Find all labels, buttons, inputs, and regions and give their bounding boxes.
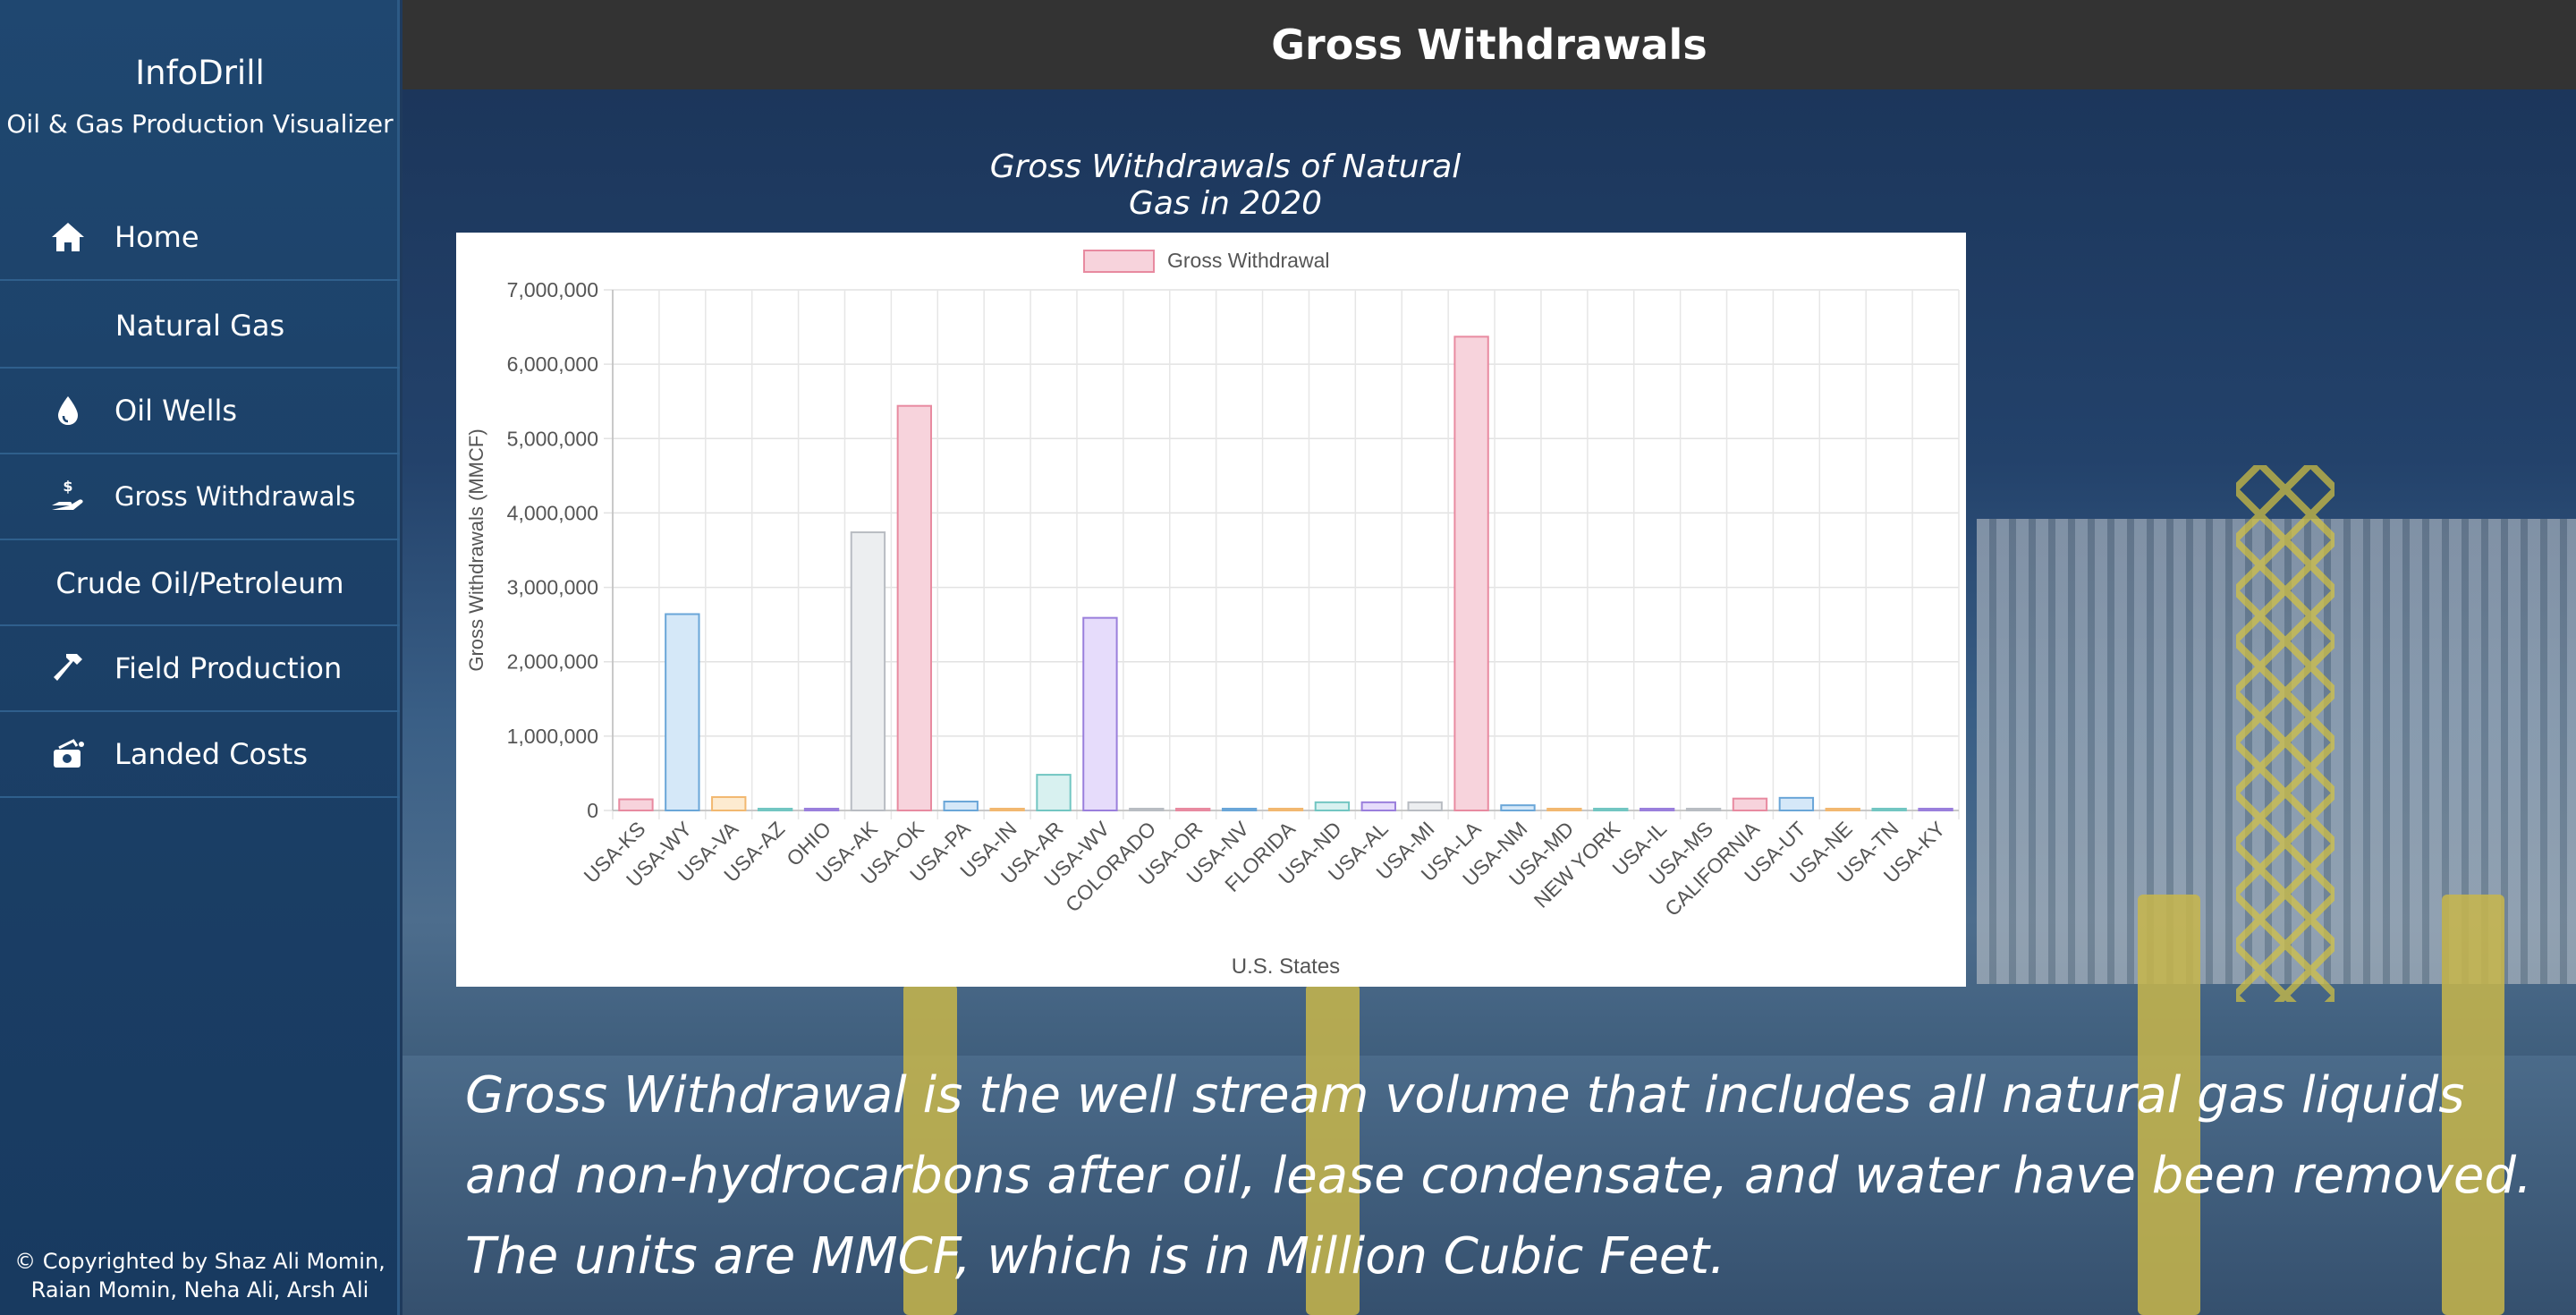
cash-icon xyxy=(50,736,86,772)
svg-text:$: $ xyxy=(63,479,72,495)
chart-bar xyxy=(1314,801,1351,812)
y-tick-label: 2,000,000 xyxy=(507,650,598,674)
chart-bar xyxy=(1082,616,1118,811)
background-sea xyxy=(402,1056,2576,1315)
chart-bar xyxy=(1221,808,1258,811)
chart-bar xyxy=(989,808,1025,811)
chart-bar xyxy=(1407,801,1443,812)
header-bar: Gross Withdrawals xyxy=(402,0,2576,89)
sidebar-item-label: Field Production xyxy=(114,651,343,685)
chart-heading: Gross Withdrawals of Natural Gas in 2020 xyxy=(989,148,1462,222)
chart-bar xyxy=(1360,801,1396,812)
chart-bar xyxy=(1546,808,1582,811)
sidebar-item-gross-withdrawals[interactable]: $ Gross Withdrawals xyxy=(0,454,400,540)
chart-svg: 0 1,000,000 2,000,000 3,000,000 4,000,000 5,0… xyxy=(465,249,1960,979)
y-tick-label: 6,000,000 xyxy=(507,352,598,376)
sidebar-item-label: Oil Wells xyxy=(114,394,238,428)
chart-bar xyxy=(850,531,886,811)
y-tick-label: 7,000,000 xyxy=(507,278,598,301)
chart-bar xyxy=(1593,808,1629,811)
y-tick-label: 1,000,000 xyxy=(507,725,598,748)
sidebar-item-label: Landed Costs xyxy=(114,737,309,771)
brand-subtitle: Oil & Gas Production Visualizer xyxy=(6,109,394,139)
bar-chart[interactable]: 0 1,000,000 2,000,000 3,000,000 4,000,000 5,0… xyxy=(456,233,1966,987)
main-content: Gross Withdrawals Gross Withdrawals of N… xyxy=(402,0,2576,1315)
hammer-icon xyxy=(50,650,86,686)
chart-bar xyxy=(1500,804,1536,811)
background-rig-leg xyxy=(2138,895,2200,1315)
chart-bar xyxy=(757,808,793,811)
chart-bar xyxy=(1871,808,1907,811)
background-crane xyxy=(2236,465,2334,1002)
sidebar-item-landed-costs[interactable]: Landed Costs xyxy=(0,712,400,798)
sidebar-section-natural-gas: Natural Gas xyxy=(0,283,400,369)
chart-bar xyxy=(1825,808,1860,811)
y-tick-label: 5,000,000 xyxy=(507,427,598,450)
page-title: Gross Withdrawals xyxy=(1271,21,1707,69)
background-rig-leg xyxy=(1306,984,1360,1315)
droplet-icon xyxy=(50,393,86,428)
sidebar-section-crude-oil: Crude Oil/Petroleum xyxy=(0,540,400,626)
chart-bar xyxy=(618,798,654,811)
chart-bar xyxy=(943,801,979,811)
sidebar: InfoDrill Oil & Gas Production Visualize… xyxy=(0,0,400,1315)
chart-bar xyxy=(711,796,747,812)
chart-bar xyxy=(1918,808,1953,811)
background-rig-leg xyxy=(903,984,957,1315)
description-text: Gross Withdrawal is the well stream volu… xyxy=(465,1066,2532,1285)
chart-bar xyxy=(896,404,933,811)
legend-label: Gross Withdrawal xyxy=(1167,249,1329,272)
chart-bar xyxy=(1732,797,1768,812)
legend-swatch xyxy=(1083,250,1155,273)
chart-bar xyxy=(1778,796,1815,812)
copyright-text: © Copyrighted by Shaz Ali Momin, Raian M… xyxy=(14,1249,386,1302)
home-icon xyxy=(50,219,86,255)
chart-bar xyxy=(1453,335,1489,811)
sidebar-item-home[interactable]: Home xyxy=(0,195,400,281)
sidebar-item-field-production[interactable]: Field Production xyxy=(0,626,400,712)
y-tick-label: 3,000,000 xyxy=(507,576,598,599)
background-rig-leg xyxy=(2442,895,2504,1315)
hand-dollar-icon: $ xyxy=(50,479,86,514)
sidebar-item-label: Gross Withdrawals xyxy=(114,481,356,512)
y-tick-label: 0 xyxy=(587,799,598,822)
sidebar-item-oil-wells[interactable]: Oil Wells xyxy=(0,369,400,454)
chart-bar xyxy=(1267,808,1304,811)
chart-bar xyxy=(1175,808,1211,811)
chart-bar xyxy=(1036,774,1072,812)
chart-bar xyxy=(1639,808,1675,811)
x-axis-title: U.S. States xyxy=(1232,954,1340,979)
brand-title[interactable]: InfoDrill xyxy=(135,54,265,92)
y-axis-title: Gross Withdrawals (MMCF) xyxy=(465,428,487,671)
sidebar-item-label: Home xyxy=(114,220,199,254)
chart-bar xyxy=(665,613,700,812)
chart-bar xyxy=(1685,808,1722,811)
chart-bar xyxy=(1129,808,1165,811)
chart-bar xyxy=(803,808,840,811)
y-tick-label: 4,000,000 xyxy=(507,501,598,524)
